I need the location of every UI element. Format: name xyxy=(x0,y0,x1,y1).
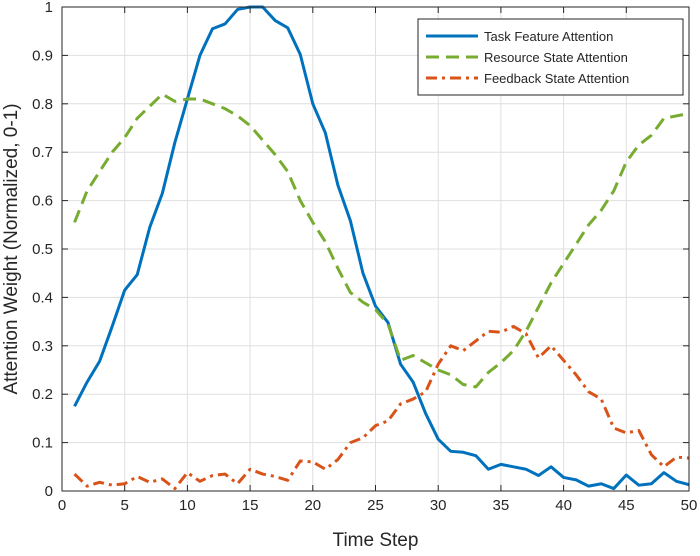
x-tick-label: 50 xyxy=(681,497,698,514)
y-tick-label: 0.3 xyxy=(32,338,53,355)
series-line-task-feature-attention xyxy=(73,5,690,491)
y-tick-label: 0.4 xyxy=(32,289,53,306)
y-tick-label: 0 xyxy=(45,483,53,500)
y-tick-label: 0.6 xyxy=(32,193,53,210)
y-tick-label: 0.7 xyxy=(32,144,53,161)
y-tick-label: 0.9 xyxy=(32,47,53,64)
x-tick-label: 40 xyxy=(555,497,572,514)
legend-label-resource-state: Resource State Attention xyxy=(484,50,628,65)
x-tick-label: 0 xyxy=(58,497,66,514)
y-tick-label: 0.1 xyxy=(32,435,53,452)
y-tick-label: 0.2 xyxy=(32,386,53,403)
series-line-feedback-state-attention xyxy=(73,324,690,491)
y-axis-label: Attention Weight (Normalized, 0-1) xyxy=(1,103,22,394)
legend-label-task-feature: Task Feature Attention xyxy=(484,29,613,44)
series-line-resource-state-attention xyxy=(73,92,690,389)
axis-ticks: 0 5 10 15 20 25 30 35 40 45 50 0 0.1 0.2 0.3 0.4 0.5 0.6 0… xyxy=(32,0,697,514)
y-tick-label: 1 xyxy=(45,0,53,16)
x-tick-label: 20 xyxy=(304,497,321,514)
y-tick-label: 0.8 xyxy=(32,96,53,113)
x-axis-label: Time Step xyxy=(333,530,419,551)
x-tick-label: 25 xyxy=(367,497,384,514)
x-tick-label: 10 xyxy=(179,497,196,514)
x-tick-label: 35 xyxy=(493,497,510,514)
x-tick-label: 5 xyxy=(121,497,129,514)
legend: Task Feature Attention Resource State At… xyxy=(417,18,684,96)
x-tick-label: 30 xyxy=(430,497,447,514)
legend-label-feedback-state: Feedback State Attention xyxy=(484,71,629,86)
legend-box xyxy=(417,18,684,96)
series-lines xyxy=(73,5,690,491)
x-tick-label: 45 xyxy=(618,497,635,514)
y-tick-label: 0.5 xyxy=(32,241,53,258)
x-tick-label: 15 xyxy=(242,497,259,514)
